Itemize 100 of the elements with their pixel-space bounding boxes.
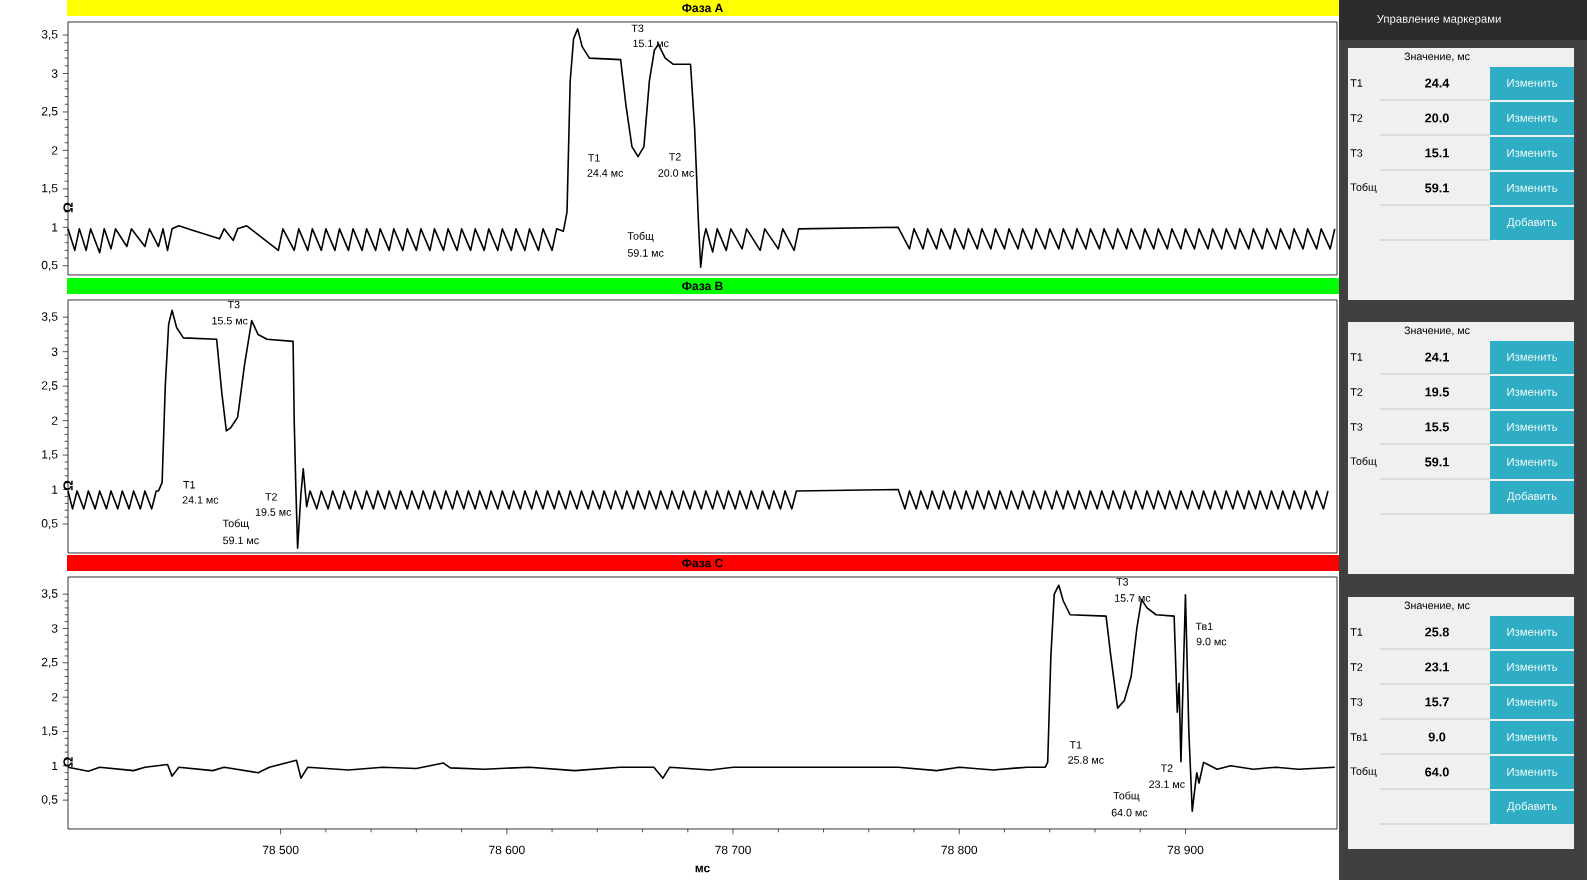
text: Тобщ — [1350, 767, 1377, 777]
y-tick-label: 1 — [52, 761, 58, 770]
text: T3 — [1350, 149, 1363, 157]
text: 59.1 — [1425, 457, 1449, 467]
y-tick-label: 2 — [51, 146, 58, 155]
x-axis-title: мс — [695, 865, 710, 873]
text: Значение, мс — [1404, 601, 1470, 611]
text: 25.8 — [1425, 627, 1449, 637]
y-tick-label: 0,5 — [41, 795, 58, 806]
chart-title: Фаза B — [682, 281, 723, 291]
annotation: T1 — [183, 481, 195, 489]
text: Добавить — [1507, 491, 1557, 503]
text: Изменить — [1507, 423, 1558, 431]
text: 20.0 — [1425, 113, 1449, 123]
annotation: Тв1 — [1195, 622, 1213, 631]
text: Управление маркерами — [1376, 14, 1501, 26]
x-tick-label: 78 600 — [489, 845, 525, 855]
y-tick-label: 1,5 — [42, 450, 58, 460]
text: Изменить — [1507, 663, 1558, 671]
annotation: 59.1 мс — [627, 249, 664, 257]
text: Изменить — [1507, 79, 1558, 87]
annotation: 19.5 мс — [255, 508, 292, 516]
text: Изменить — [1507, 388, 1558, 396]
y-tick-label: 2 — [51, 416, 58, 425]
text: Значение, мс — [1404, 326, 1470, 336]
y-tick-label: 3 — [51, 624, 58, 633]
annotation: T2 — [1160, 764, 1173, 772]
text: Изменить — [1507, 184, 1558, 192]
text: Изменить — [1507, 698, 1558, 706]
text: 19.5 — [1425, 387, 1449, 397]
annotation: T1 — [588, 154, 600, 162]
annotation: Тобщ — [1113, 791, 1140, 802]
annotation: 24.1 мс — [182, 496, 219, 504]
text: Изменить — [1507, 149, 1558, 157]
annotation: T2 — [669, 153, 681, 161]
text: T3 — [1350, 698, 1363, 706]
text: Тобщ — [1350, 457, 1377, 467]
text: 59.1 — [1425, 183, 1449, 193]
annotation: T1 — [1069, 741, 1082, 749]
annotation: 24.4 мс — [587, 169, 624, 177]
y-tick-label: 3,5 — [41, 312, 58, 323]
annotation: 23.1 мс — [1149, 780, 1185, 789]
text: 64.0 — [1425, 767, 1449, 777]
y-tick-label: 2 — [51, 692, 58, 702]
y-tick-label: 1 — [52, 485, 58, 494]
annotation: Тобщ — [222, 519, 249, 530]
annotation: 64.0 мс — [1111, 808, 1148, 817]
y-tick-label: 2,5 — [41, 106, 58, 117]
text: Изменить — [1507, 458, 1558, 466]
y-tick-label: 1 — [52, 223, 58, 232]
text: T1 — [1350, 79, 1363, 87]
text: Изменить — [1507, 768, 1558, 776]
y-tick-label: 1,5 — [42, 183, 58, 194]
annotation: T3 — [631, 24, 644, 33]
text: Изменить — [1507, 733, 1558, 741]
y-axis-title: Ω — [63, 202, 73, 213]
text: 24.1 — [1425, 352, 1449, 362]
annotation: Тобщ — [627, 231, 654, 242]
text: T1 — [1350, 353, 1363, 361]
x-tick-label: 78 700 — [715, 845, 751, 855]
text: Добавить — [1507, 217, 1557, 229]
annotation: 20.0 мс — [658, 169, 694, 177]
text: T2 — [1350, 388, 1363, 396]
text: Изменить — [1507, 353, 1558, 361]
text: Тобщ — [1350, 183, 1377, 193]
y-axis-title: Ω — [63, 757, 73, 767]
y-tick-label: 2,5 — [41, 381, 58, 392]
text: T2 — [1350, 663, 1363, 671]
x-tick-label: 78 900 — [1167, 845, 1204, 855]
text: 15.5 — [1425, 422, 1449, 432]
text: Значение, мс — [1404, 52, 1470, 62]
annotation: 25.8 мс — [1068, 756, 1104, 764]
y-tick-label: 3 — [51, 347, 58, 356]
y-tick-label: 3,5 — [41, 589, 58, 600]
text: T3 — [1350, 423, 1363, 431]
y-tick-label: 2,5 — [41, 657, 58, 668]
y-tick-label: 3,5 — [41, 30, 58, 40]
text: 23.1 — [1425, 662, 1449, 672]
y-tick-label: 3 — [51, 69, 58, 78]
text: 24.4 — [1425, 78, 1450, 88]
text: Изменить — [1507, 114, 1558, 122]
annotation: 59.1 мс — [223, 536, 259, 545]
x-tick-label: 78 500 — [262, 845, 299, 855]
annotation: 15.5 мс — [212, 317, 248, 325]
y-tick-label: 0,5 — [41, 260, 58, 271]
chart-title: Фаза A — [682, 3, 723, 13]
y-tick-label: 1,5 — [42, 726, 58, 737]
annotation: T3 — [1116, 578, 1129, 586]
y-tick-label: 0,5 — [41, 519, 58, 529]
text: Изменить — [1507, 628, 1558, 636]
text: T1 — [1350, 628, 1363, 636]
text: 15.1 — [1425, 148, 1449, 158]
text: Тв1 — [1350, 733, 1368, 741]
chart-title: Фаза C — [682, 558, 723, 568]
annotation: T3 — [227, 300, 240, 309]
text: 15.7 — [1425, 697, 1449, 707]
text: 9.0 — [1428, 732, 1446, 742]
x-tick-label: 78 800 — [941, 845, 978, 855]
text: Добавить — [1507, 801, 1557, 813]
y-axis-title: Ω — [63, 480, 73, 491]
